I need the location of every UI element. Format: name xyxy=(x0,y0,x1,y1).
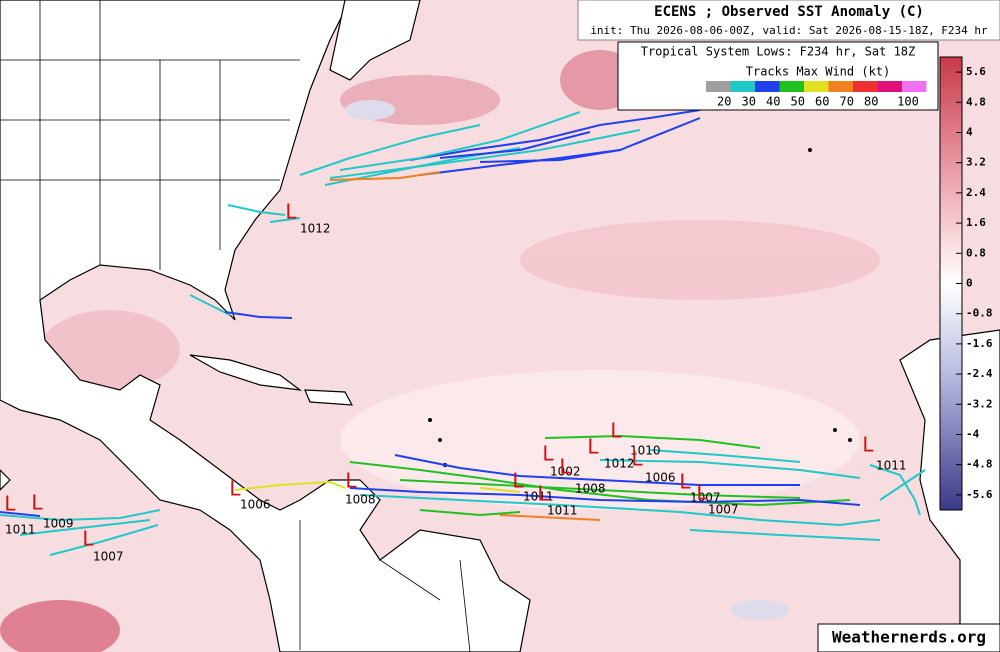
low-pressure: 1007 xyxy=(690,491,721,505)
low-pressure: 1006 xyxy=(240,498,271,512)
low-pressure: 1008 xyxy=(345,493,376,507)
low-symbol: L xyxy=(512,469,524,493)
low-pressure: 1012 xyxy=(300,222,331,236)
colorbar: 5.6 4.8 4 3.2 2.4 1.6 0.8 0 -0.8 -1.6 -2.4 -3.2 -4 -4… xyxy=(939,56,993,511)
low-pressure: 1011 xyxy=(523,490,554,504)
low-pressure: 1002 xyxy=(550,465,581,479)
low-symbol: L xyxy=(4,492,16,516)
wind-label: 20 xyxy=(717,95,731,109)
low-symbol: L xyxy=(679,470,691,494)
anomaly-blotches xyxy=(0,50,880,652)
colorbar-label: 1.6 xyxy=(966,216,986,229)
low-symbol: L xyxy=(345,469,357,493)
watermark: Weathernerds.org xyxy=(832,628,986,647)
wind-label: 60 xyxy=(815,95,829,109)
low-symbol: L xyxy=(31,491,43,515)
low-pressure: 1012 xyxy=(604,457,635,471)
colorbar-label: 0 xyxy=(966,277,973,290)
low-symbol: L xyxy=(285,200,297,224)
low-symbol: L xyxy=(631,447,643,471)
wind-swatch xyxy=(853,81,878,92)
colorbar-label: -5.6 xyxy=(966,488,993,501)
colorbar-label: 0.8 xyxy=(966,246,986,259)
low-pressure: 1011 xyxy=(547,504,578,518)
wind-swatch xyxy=(730,81,755,92)
legend-title: Tropical System Lows: F234 hr, Sat 18Z xyxy=(641,45,916,59)
map-title: ECENS ; Observed SST Anomaly (C) xyxy=(654,4,924,20)
tracks-title: Tracks Max Wind (kt) xyxy=(746,65,891,79)
legend-box xyxy=(617,41,939,111)
colorbar-label: -1.6 xyxy=(966,337,993,350)
wind-label: 80 xyxy=(864,95,878,109)
colorbar-label: -4 xyxy=(966,428,980,441)
colorbar-label: 4.8 xyxy=(966,95,986,108)
low-pressure: 1006 xyxy=(645,471,676,485)
low-pressure: 1010 xyxy=(630,444,661,458)
low-symbol: L xyxy=(696,481,708,505)
low-symbol: L xyxy=(862,433,874,457)
wind-label: 70 xyxy=(840,95,854,109)
low-symbol: L xyxy=(587,435,599,459)
wind-label: 40 xyxy=(766,95,780,109)
colorbar-label: 2.4 xyxy=(966,186,986,199)
low-symbol: L xyxy=(82,527,94,551)
header: ECENS ; Observed SST Anomaly (C) init: T… xyxy=(577,0,1000,41)
colorbar-label: 3.2 xyxy=(966,156,986,169)
colorbar-label: -4.8 xyxy=(966,458,993,471)
colorbar-label: -0.8 xyxy=(966,307,993,320)
wind-swatch xyxy=(877,81,902,92)
legend: Tropical System Lows: F234 hr, Sat 18Z T… xyxy=(617,41,939,111)
low-pressure: 1011 xyxy=(5,523,36,537)
low-pressure: 1009 xyxy=(43,517,74,531)
wind-label: 50 xyxy=(791,95,805,109)
header-box xyxy=(577,0,1000,41)
low-pressure: 1007 xyxy=(93,550,124,564)
wind-swatch xyxy=(828,81,853,92)
wind-label: 100 xyxy=(897,95,919,109)
low-symbol: L xyxy=(559,455,571,479)
low-pressure: 1008 xyxy=(575,482,606,496)
wind-label: 30 xyxy=(742,95,756,109)
tropical-lows: L1012L1006L1008L1011L1002L1012L1008L1010… xyxy=(4,200,906,564)
wind-swatch xyxy=(706,81,731,92)
wind-swatch xyxy=(755,81,780,92)
storm-tracks xyxy=(0,109,926,556)
wind-swatch xyxy=(804,81,829,92)
low-pressure: 1011 xyxy=(876,459,907,473)
low-symbol: L xyxy=(229,477,241,501)
wind-swatch xyxy=(902,81,927,92)
low-symbol: L xyxy=(610,419,622,443)
low-symbol: L xyxy=(542,442,554,466)
low-symbol: L xyxy=(537,482,549,506)
colorbar-label: -3.2 xyxy=(966,397,993,410)
low-pressure: 1007 xyxy=(708,503,739,517)
colorbar-label: 5.6 xyxy=(966,65,986,78)
colorbar-label: 4 xyxy=(966,126,973,139)
map-subtitle: init: Thu 2026-08-06-00Z, valid: Sat 202… xyxy=(590,24,988,37)
wind-swatch xyxy=(779,81,804,92)
watermark-box xyxy=(817,623,1000,652)
colorbar-label: -2.4 xyxy=(966,367,993,380)
wind-swatches: 20 30 40 50 60 70 80 100 xyxy=(706,81,927,109)
